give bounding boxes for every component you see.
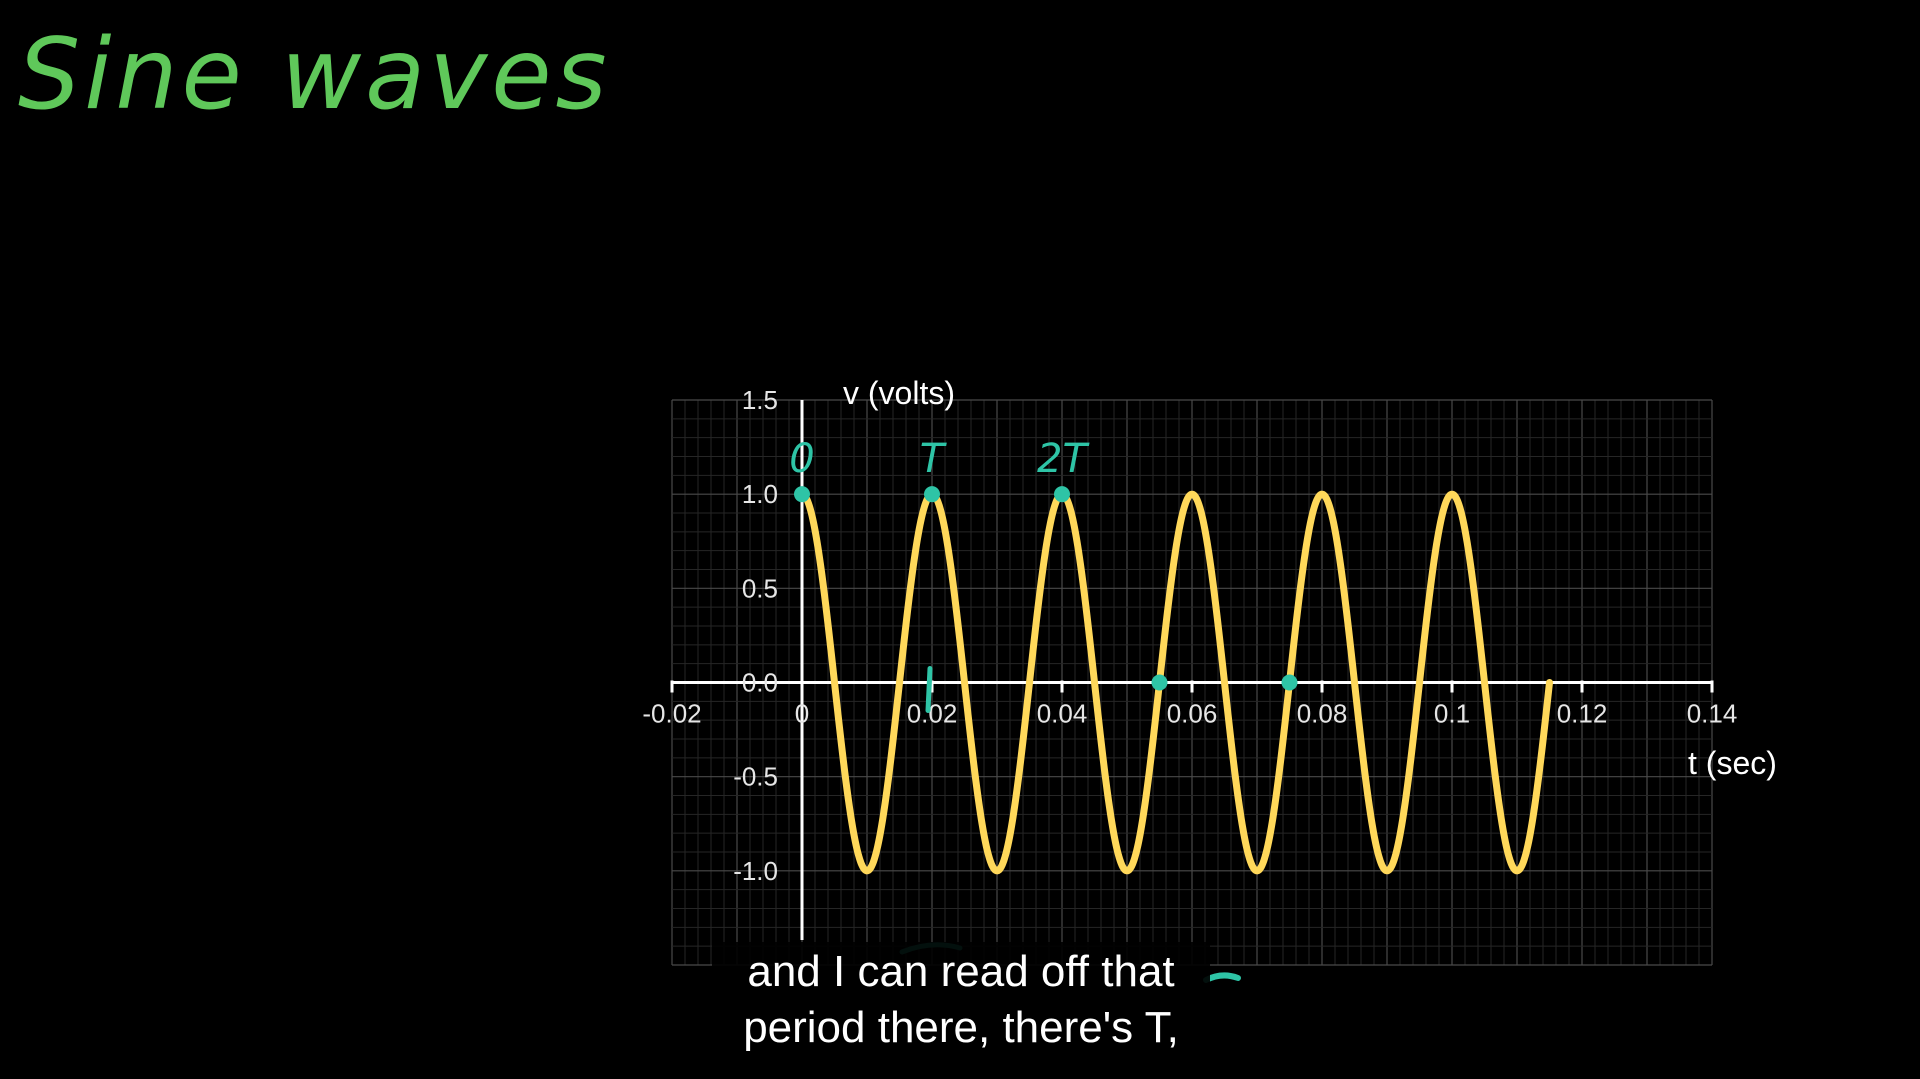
y-axis-label: v (volts) xyxy=(843,375,955,411)
x-tick-label: 0.02 xyxy=(907,699,958,729)
marked-point xyxy=(1281,674,1298,691)
chart-tick-labels: -0.02 0 0.02 0.04 0.06 0.08 0.1 0.12 0.14 1.5 1.0 0… xyxy=(642,385,1737,886)
x-tick-label: 0 xyxy=(795,699,809,729)
hand-stroke xyxy=(925,666,933,713)
subtitle-caption: and I can read off that period there, th… xyxy=(712,942,1210,1058)
period-annotation: T xyxy=(920,436,948,482)
x-tick-label: 0.08 xyxy=(1297,699,1348,729)
cosine-series-line xyxy=(798,490,1553,875)
x-tick-label: -0.02 xyxy=(642,699,701,729)
caption-line-1: and I can read off that xyxy=(747,947,1175,996)
y-tick-label: 0.5 xyxy=(742,573,778,603)
zero-annotation: 0 xyxy=(789,436,814,482)
y-tick-label: -1.0 xyxy=(733,856,778,886)
marked-point xyxy=(1054,486,1070,503)
x-tick-label: 0.06 xyxy=(1167,699,1218,729)
marked-point xyxy=(794,486,810,503)
chart-series xyxy=(798,490,1553,875)
x-tick-label: 0.04 xyxy=(1037,699,1088,729)
handwritten-title: Sine waves xyxy=(18,18,611,132)
caption-line-2: period there, there's T, xyxy=(743,1003,1179,1052)
y-tick-label: 1.0 xyxy=(742,479,778,509)
y-tick-label: 1.5 xyxy=(742,385,778,415)
y-tick-label: -0.5 xyxy=(733,762,778,792)
x-tick-label: 0.12 xyxy=(1557,699,1608,729)
marked-point xyxy=(924,486,940,503)
two-period-annotation: 2T xyxy=(1037,436,1090,482)
marked-point xyxy=(1151,674,1168,691)
y-tick-label: 0.0 xyxy=(742,668,778,698)
x-tick-label: 0.1 xyxy=(1434,699,1470,729)
x-axis-label: t (sec) xyxy=(1688,745,1777,781)
hand-stroke xyxy=(1203,972,1241,983)
x-tick-label: 0.14 xyxy=(1687,699,1738,729)
